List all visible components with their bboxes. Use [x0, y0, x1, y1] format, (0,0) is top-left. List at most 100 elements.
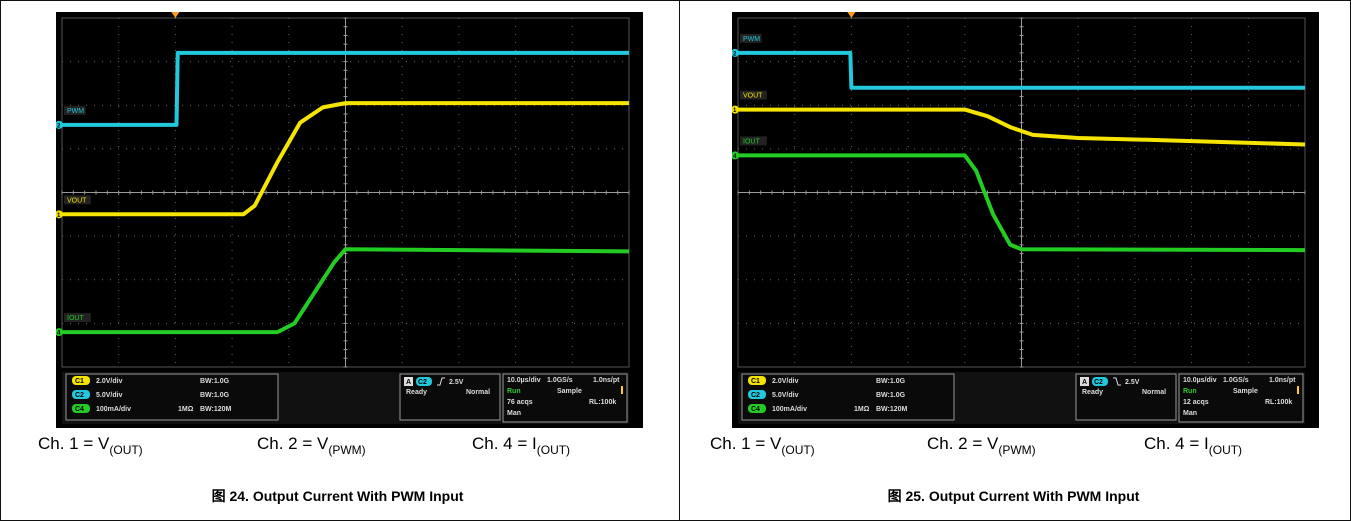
channel-bandwidth: BW:120M	[876, 406, 908, 413]
channel-badge-label: C4	[75, 406, 84, 413]
sample-rate: 1.0GS/s	[1223, 377, 1249, 384]
channel-bandwidth: BW:1.0G	[876, 378, 906, 385]
channel-badge-label: C1	[75, 378, 84, 385]
channel-badge	[72, 404, 90, 413]
vout-label-tag: VOUT	[64, 195, 91, 205]
channel-impedance: 1MΩ	[854, 406, 870, 413]
channel-bandwidth: BW:1.0G	[200, 392, 230, 399]
trigger-channel-badge	[416, 377, 432, 386]
channel-bandwidth: BW:1.0G	[876, 392, 906, 399]
trigger-position-icon	[847, 12, 856, 18]
trigger-indicator-icon	[621, 386, 623, 394]
channel-ground-marker-icon	[732, 151, 739, 160]
channel-label-vout: Ch. 1 = V(OUT)	[38, 434, 143, 457]
trigger-source: A	[1082, 379, 1087, 386]
channel-badge	[72, 390, 90, 399]
channel-scale: 100mA/div	[772, 406, 807, 413]
channel-badge	[748, 376, 766, 385]
channel-badge-label: C4	[751, 406, 760, 413]
trace-label-bg	[740, 90, 767, 100]
oscilloscope-screen: PWM VOUT IOUT 2 1 4 ⇠ C1 2.0V/div BW:1.0G C2 5.0V/d…	[732, 12, 1319, 428]
oscilloscope-screen: PWM VOUT IOUT 2 1 4 ⇠ C1 2.0V/div BW:1.0G C2 5.0V/d…	[56, 12, 643, 428]
acquisition-count: 76 acqs	[507, 399, 533, 406]
trace-label-bg	[740, 33, 762, 43]
record-length: RL:100k	[1265, 399, 1292, 406]
trigger-source-badge	[1080, 377, 1089, 386]
channel-badge-label: C1	[751, 378, 760, 385]
trace-label: VOUT	[743, 93, 763, 100]
timebase: 10.0µs/div	[1183, 377, 1217, 384]
trigger-indicator-icon	[1297, 386, 1299, 394]
offscreen-arrow-icon: ⇠	[1297, 83, 1306, 94]
manual-mode: Man	[507, 410, 521, 417]
trace-label: VOUT	[67, 197, 87, 204]
channel-scale: 2.0V/div	[772, 378, 799, 385]
channel-badge-label: C2	[75, 392, 84, 399]
timebase: 10.0µs/div	[507, 377, 541, 384]
trace-label: PWM	[67, 108, 84, 115]
manual-mode: Man	[1183, 410, 1197, 417]
trigger-source: A	[406, 379, 411, 386]
iout-label-tag: IOUT	[64, 313, 91, 323]
channel-label-iout: Ch. 4 = I(OUT)	[1144, 434, 1243, 457]
record-length: RL:100k	[589, 399, 616, 406]
acq-mode: Sample	[1233, 388, 1258, 395]
channel-scale: 2.0V/div	[96, 378, 123, 385]
acquisition-box	[1178, 373, 1304, 423]
trace-label: PWM	[743, 36, 760, 43]
trigger-source-badge	[404, 377, 413, 386]
iout-label-tag: IOUT	[740, 136, 767, 146]
channel-scale: 100mA/div	[96, 406, 131, 413]
channel-ground-marker-icon	[732, 105, 739, 114]
trigger-level: 2.5V	[449, 379, 464, 386]
acq-mode: Sample	[557, 388, 582, 395]
channel-ground-marker-icon	[732, 48, 739, 57]
trigger-level: 2.5V	[1125, 379, 1140, 386]
channel-marker-label: 1	[733, 108, 737, 114]
trigger-channel-badge	[1092, 377, 1108, 386]
trace-label-bg	[64, 105, 86, 115]
iout-trace	[738, 153, 1306, 253]
channel-label-pwm: Ch. 2 = V(PWM)	[257, 434, 366, 457]
acquisition-box	[502, 373, 628, 423]
channel-impedance: 1MΩ	[178, 406, 194, 413]
channel-marker-label: 4	[57, 331, 61, 337]
panel-divider	[679, 0, 680, 521]
pwm-label-tag: PWM	[64, 105, 86, 115]
channel-label-pwm: Ch. 2 = V(PWM)	[927, 434, 1036, 457]
trigger-channel: C2	[418, 379, 427, 386]
trigger-channel: C2	[1094, 379, 1103, 386]
trace-label-bg	[740, 136, 767, 146]
channel-marker-label: 2	[57, 123, 61, 129]
trace-label: IOUT	[743, 138, 760, 145]
channel-scale: 5.0V/div	[96, 392, 123, 399]
vout-trace	[738, 107, 1306, 147]
run-state: Run	[1183, 388, 1197, 395]
channel-marker-label: 4	[733, 154, 737, 160]
trigger-mode: Normal	[1142, 389, 1166, 396]
iout-trace	[62, 247, 630, 335]
trace-label: IOUT	[67, 315, 84, 322]
trace-label-bg	[64, 195, 91, 205]
channel-badge	[748, 404, 766, 413]
channel-label-iout: Ch. 4 = I(OUT)	[472, 434, 571, 457]
pwm-label-tag: PWM	[740, 33, 762, 43]
time-resolution: 1.0ns/pt	[1269, 377, 1296, 384]
pwm-trace	[738, 50, 1305, 90]
channel-settings-box	[65, 373, 279, 421]
trigger-state: Ready	[406, 389, 427, 396]
channel-ground-marker-icon	[56, 120, 63, 129]
channel-settings-box	[741, 373, 955, 421]
channel-bandwidth: BW:1.0G	[200, 378, 230, 385]
trigger-slope-icon	[1113, 377, 1121, 386]
figure-panel-24: PWM VOUT IOUT 2 1 4 ⇠ C1 2.0V/div BW:1.0G C2 5.0V/d…	[0, 0, 675, 521]
channel-label-vout: Ch. 1 = V(OUT)	[710, 434, 815, 457]
trigger-state: Ready	[1082, 389, 1103, 396]
channel-badge	[72, 376, 90, 385]
trace-label-bg	[64, 313, 91, 323]
vout-trace	[62, 101, 629, 217]
channel-ground-marker-icon	[56, 210, 63, 219]
sample-rate: 1.0GS/s	[547, 377, 573, 384]
channel-badge-label: C2	[751, 392, 760, 399]
scope-svg: PWM VOUT IOUT 2 1 4 ⇠ C1 2.0V/div BW:1.0G C2 5.0V/d…	[732, 12, 1306, 424]
